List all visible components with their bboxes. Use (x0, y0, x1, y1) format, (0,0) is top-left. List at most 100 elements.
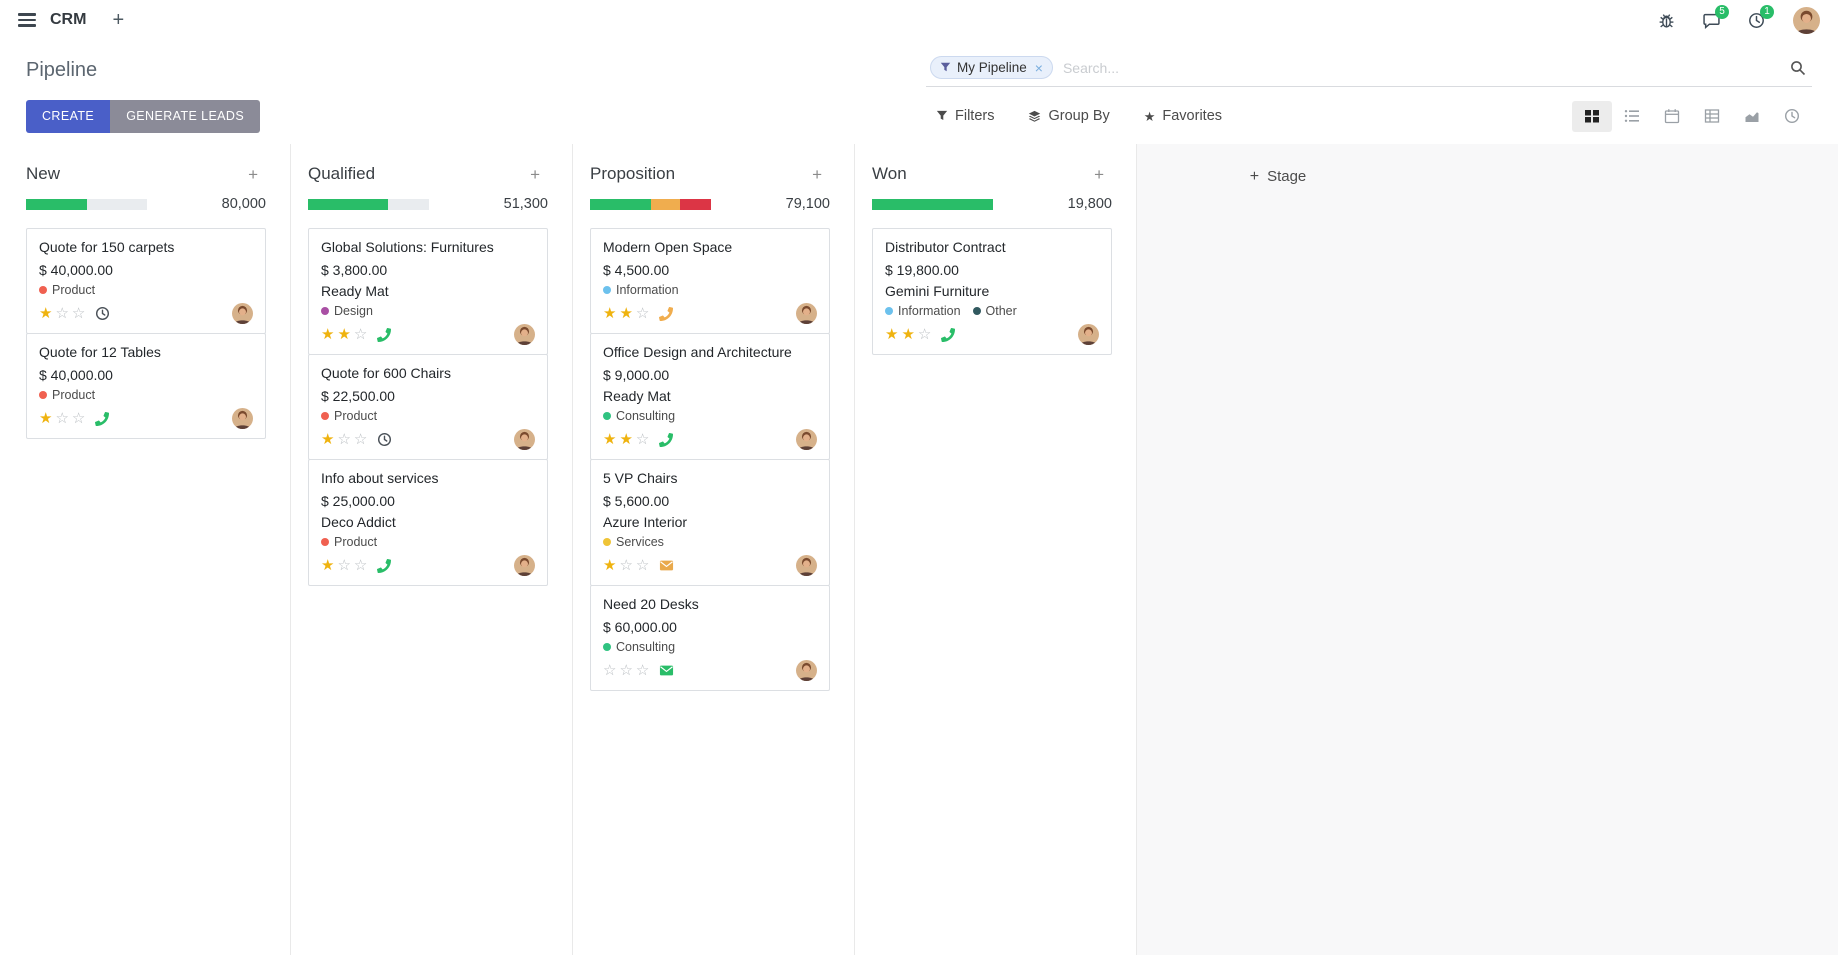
column-add-icon[interactable]: + (248, 164, 258, 184)
progress-segment[interactable] (650, 198, 680, 210)
priority-star-empty-icon[interactable]: ☆ (635, 662, 650, 680)
search-input[interactable] (1062, 59, 1790, 76)
view-pivot-icon[interactable] (1692, 101, 1732, 132)
priority-star-empty-icon[interactable]: ☆ (55, 410, 69, 428)
progress-segment[interactable] (679, 198, 711, 210)
column-add-icon[interactable]: + (812, 164, 822, 184)
column-add-icon[interactable]: + (1094, 164, 1104, 184)
clock-activity-icon[interactable] (377, 432, 392, 447)
column-header: Proposition + (590, 164, 830, 184)
column-header: Won + (872, 164, 1112, 184)
tag-label: Product (334, 534, 378, 549)
quick-create-icon[interactable]: + (112, 9, 125, 31)
column-progressbar[interactable] (590, 198, 711, 210)
progress-segment[interactable] (26, 198, 87, 210)
priority-star-filled-icon[interactable]: ★ (39, 305, 53, 323)
priority-star-empty-icon[interactable]: ☆ (603, 662, 617, 680)
priority-star-empty-icon[interactable]: ☆ (337, 431, 351, 449)
priority-star-empty-icon[interactable]: ☆ (635, 557, 650, 575)
priority-star-filled-icon[interactable]: ★ (321, 431, 335, 449)
app-name[interactable]: CRM (50, 11, 87, 28)
column-progressbar[interactable] (308, 198, 429, 210)
kanban-card[interactable]: 5 VP Chairs $ 5,600.00 Azure Interior Se… (590, 458, 830, 586)
priority-star-empty-icon[interactable]: ☆ (353, 326, 368, 344)
facet-label: My Pipeline (957, 60, 1027, 75)
kanban-card[interactable]: Need 20 Desks $ 60,000.00 Consulting ☆ ☆ ☆ (590, 584, 830, 691)
priority-star-filled-icon[interactable]: ★ (603, 431, 617, 449)
priority-star-filled-icon[interactable]: ★ (321, 557, 335, 575)
kanban-card[interactable]: Distributor Contract $ 19,800.00 Gemini … (872, 228, 1112, 355)
apps-menu-icon[interactable] (18, 13, 36, 27)
kanban-card[interactable]: Quote for 150 carpets $ 40,000.00 Produc… (26, 228, 266, 334)
priority-star-filled-icon[interactable]: ★ (39, 410, 53, 428)
add-stage-button[interactable]: + Stage (1137, 168, 1419, 185)
facet-remove-icon[interactable]: × (1034, 59, 1043, 76)
kanban-card[interactable]: Quote for 12 Tables $ 40,000.00 Product … (26, 332, 266, 439)
priority-star-empty-icon[interactable]: ☆ (619, 557, 633, 575)
kanban-card[interactable]: Info about services $ 25,000.00 Deco Add… (308, 458, 548, 586)
priority-star-filled-icon[interactable]: ★ (603, 557, 617, 575)
phone-activity-icon[interactable] (941, 327, 956, 342)
search-bar[interactable]: My Pipeline × (926, 53, 1812, 87)
priority-star-filled-icon[interactable]: ★ (603, 305, 617, 323)
column-progress-row: 80,000 (26, 196, 266, 212)
priority-star-empty-icon[interactable]: ☆ (635, 431, 650, 449)
create-button[interactable]: CREATE (26, 99, 111, 133)
tag-label: Consulting (616, 639, 676, 654)
column-progressbar[interactable] (872, 198, 993, 210)
priority-star-empty-icon[interactable]: ☆ (635, 305, 650, 323)
column-header: Qualified + (308, 164, 548, 184)
view-kanban-icon[interactable] (1572, 100, 1612, 132)
phone-activity-icon[interactable] (377, 327, 392, 342)
phone-activity-icon[interactable] (659, 306, 674, 321)
activities-icon[interactable]: 1 (1748, 4, 1774, 29)
view-list-icon[interactable] (1612, 101, 1652, 132)
phone-activity-icon[interactable] (377, 558, 392, 573)
progress-segment[interactable] (872, 198, 993, 210)
kanban-card[interactable]: Quote for 600 Chairs $ 22,500.00 Product… (308, 353, 548, 460)
priority-star-empty-icon[interactable]: ☆ (353, 431, 368, 449)
view-graph-icon[interactable] (1732, 101, 1772, 132)
generate-leads-button[interactable]: GENERATE LEADS (110, 99, 261, 133)
kanban-card[interactable]: Global Solutions: Furnitures $ 3,800.00 … (308, 228, 548, 355)
clock-activity-icon[interactable] (95, 306, 110, 321)
messages-icon[interactable]: 5 (1703, 4, 1729, 29)
tag-color-dot (321, 411, 329, 420)
priority-star-filled-icon[interactable]: ★ (337, 326, 351, 344)
kanban-card[interactable]: Modern Open Space $ 4,500.00 Information… (590, 228, 830, 334)
search-facet[interactable]: My Pipeline × (930, 56, 1053, 79)
salesperson-avatar (514, 555, 535, 577)
favorites-menu[interactable]: ★ Favorites (1144, 108, 1222, 124)
card-amount: $ 40,000.00 (39, 261, 113, 278)
kanban-card[interactable]: Office Design and Architecture $ 9,000.0… (590, 332, 830, 460)
priority-star-empty-icon[interactable]: ☆ (619, 662, 633, 680)
progress-segment[interactable] (308, 198, 388, 210)
user-avatar[interactable] (1793, 6, 1820, 34)
priority-star-empty-icon[interactable]: ☆ (917, 326, 932, 344)
column-add-icon[interactable]: + (530, 164, 540, 184)
priority-star-filled-icon[interactable]: ★ (321, 326, 335, 344)
view-calendar-icon[interactable] (1652, 101, 1692, 132)
progress-segment[interactable] (590, 198, 651, 210)
column-progressbar[interactable] (26, 198, 147, 210)
filters-menu[interactable]: Filters (936, 108, 994, 124)
view-activity-icon[interactable] (1772, 101, 1812, 132)
priority-star-empty-icon[interactable]: ☆ (55, 305, 69, 323)
group-by-menu[interactable]: Group By (1028, 108, 1110, 124)
phone-activity-icon[interactable] (95, 411, 110, 426)
debug-bug-icon[interactable] (1658, 12, 1675, 29)
priority-star-filled-icon[interactable]: ★ (885, 326, 899, 344)
envelope-activity-icon[interactable] (659, 558, 674, 573)
priority-star-empty-icon[interactable]: ☆ (71, 410, 86, 428)
priority-star-empty-icon[interactable]: ☆ (71, 305, 86, 323)
priority-star-empty-icon[interactable]: ☆ (337, 557, 351, 575)
priority-star-filled-icon[interactable]: ★ (619, 431, 633, 449)
search-icon[interactable] (1790, 60, 1806, 76)
priority-star-empty-icon[interactable]: ☆ (353, 557, 368, 575)
column-cards: Modern Open Space $ 4,500.00 Information… (590, 228, 830, 691)
card-partner: Azure Interior (603, 513, 688, 530)
phone-activity-icon[interactable] (659, 432, 674, 447)
priority-star-filled-icon[interactable]: ★ (901, 326, 915, 344)
envelope-activity-icon[interactable] (659, 663, 674, 678)
priority-star-filled-icon[interactable]: ★ (619, 305, 633, 323)
